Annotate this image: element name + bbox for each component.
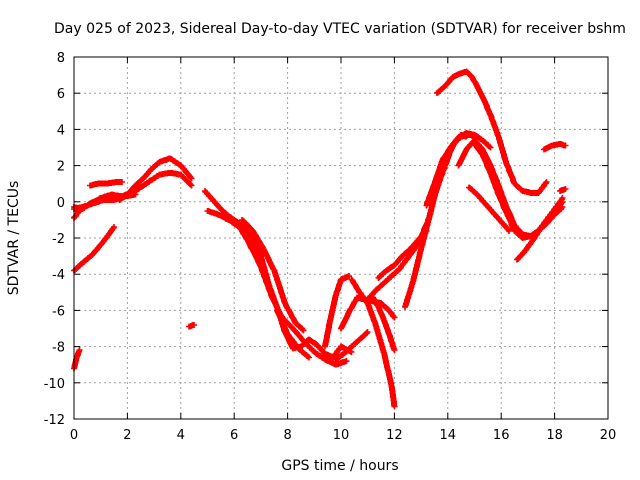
marker-trail — [274, 307, 312, 361]
series-arc-27 — [541, 141, 569, 153]
series-arc-06 — [71, 347, 83, 372]
x-axis-label: GPS time / hours — [281, 458, 398, 474]
y-tick-label: 4 — [57, 123, 65, 138]
y-tick-label: -8 — [52, 341, 65, 356]
data-points — [71, 68, 569, 410]
marker-trail — [71, 224, 117, 274]
series-arc-25 — [466, 184, 512, 234]
series-arc-10 — [204, 208, 350, 368]
x-tick-label: 0 — [70, 428, 78, 443]
marker-trail — [402, 132, 478, 310]
marker-trail — [557, 186, 569, 194]
series-arc-16 — [348, 276, 398, 410]
series-arc-26 — [514, 199, 566, 263]
x-tick-label: 6 — [230, 428, 238, 443]
y-tick-label: 0 — [57, 196, 65, 211]
x-tick-label: 18 — [546, 428, 563, 443]
series-arc-21 — [423, 130, 494, 209]
marker-trail — [322, 273, 352, 350]
y-axis-label: SDTVAR / TECUs — [6, 181, 22, 296]
axis-ticks: 0 2 4 6 8 10 12 14 16 18 20 -12 -10 -8 -6 -4 -2 0 2 4 6 8 — [44, 51, 617, 443]
x-tick-label: 16 — [493, 428, 510, 443]
x-tick-label: 2 — [123, 428, 131, 443]
marker-trail — [186, 322, 197, 330]
marker-trail — [423, 130, 494, 209]
series-arc-04 — [87, 179, 125, 189]
marker-trail — [204, 208, 350, 368]
series-arc-28 — [557, 186, 569, 194]
marker-trail — [116, 155, 195, 203]
y-tick-label: 2 — [57, 160, 65, 175]
x-tick-label: 8 — [283, 428, 291, 443]
chart-title: Day 025 of 2023, Sidereal Day-to-day VTE… — [54, 21, 626, 37]
y-tick-label: -10 — [44, 377, 65, 392]
marker-trail — [87, 179, 125, 189]
y-tick-label: 8 — [57, 51, 65, 66]
marker-trail — [541, 141, 569, 153]
series-arc-20 — [402, 132, 478, 310]
x-tick-label: 14 — [440, 428, 457, 443]
y-tick-label: -6 — [52, 304, 65, 319]
x-tick-label: 12 — [386, 428, 403, 443]
marker-trail — [348, 276, 398, 410]
y-tick-label: -2 — [52, 232, 65, 247]
series-arc-22 — [434, 68, 550, 196]
x-tick-label: 10 — [333, 428, 350, 443]
series-arc-07 — [116, 155, 195, 203]
marker-trail — [514, 199, 566, 263]
marker-trail — [71, 347, 83, 372]
series-arc-12 — [274, 307, 312, 361]
series-arc-11 — [239, 217, 307, 334]
y-tick-label: -12 — [44, 413, 65, 428]
marker-trail — [332, 329, 371, 363]
y-tick-label: -4 — [52, 268, 65, 283]
marker-trail — [466, 184, 512, 234]
x-tick-label: 20 — [600, 428, 617, 443]
series-arc-05 — [71, 224, 117, 274]
marker-trail — [434, 68, 550, 196]
series-arc-13 — [322, 273, 352, 350]
series-arc-08 — [186, 322, 197, 330]
y-tick-label: 6 — [57, 87, 65, 102]
marker-trail — [239, 217, 307, 334]
x-tick-label: 4 — [177, 428, 185, 443]
series-arc-15 — [332, 329, 371, 363]
